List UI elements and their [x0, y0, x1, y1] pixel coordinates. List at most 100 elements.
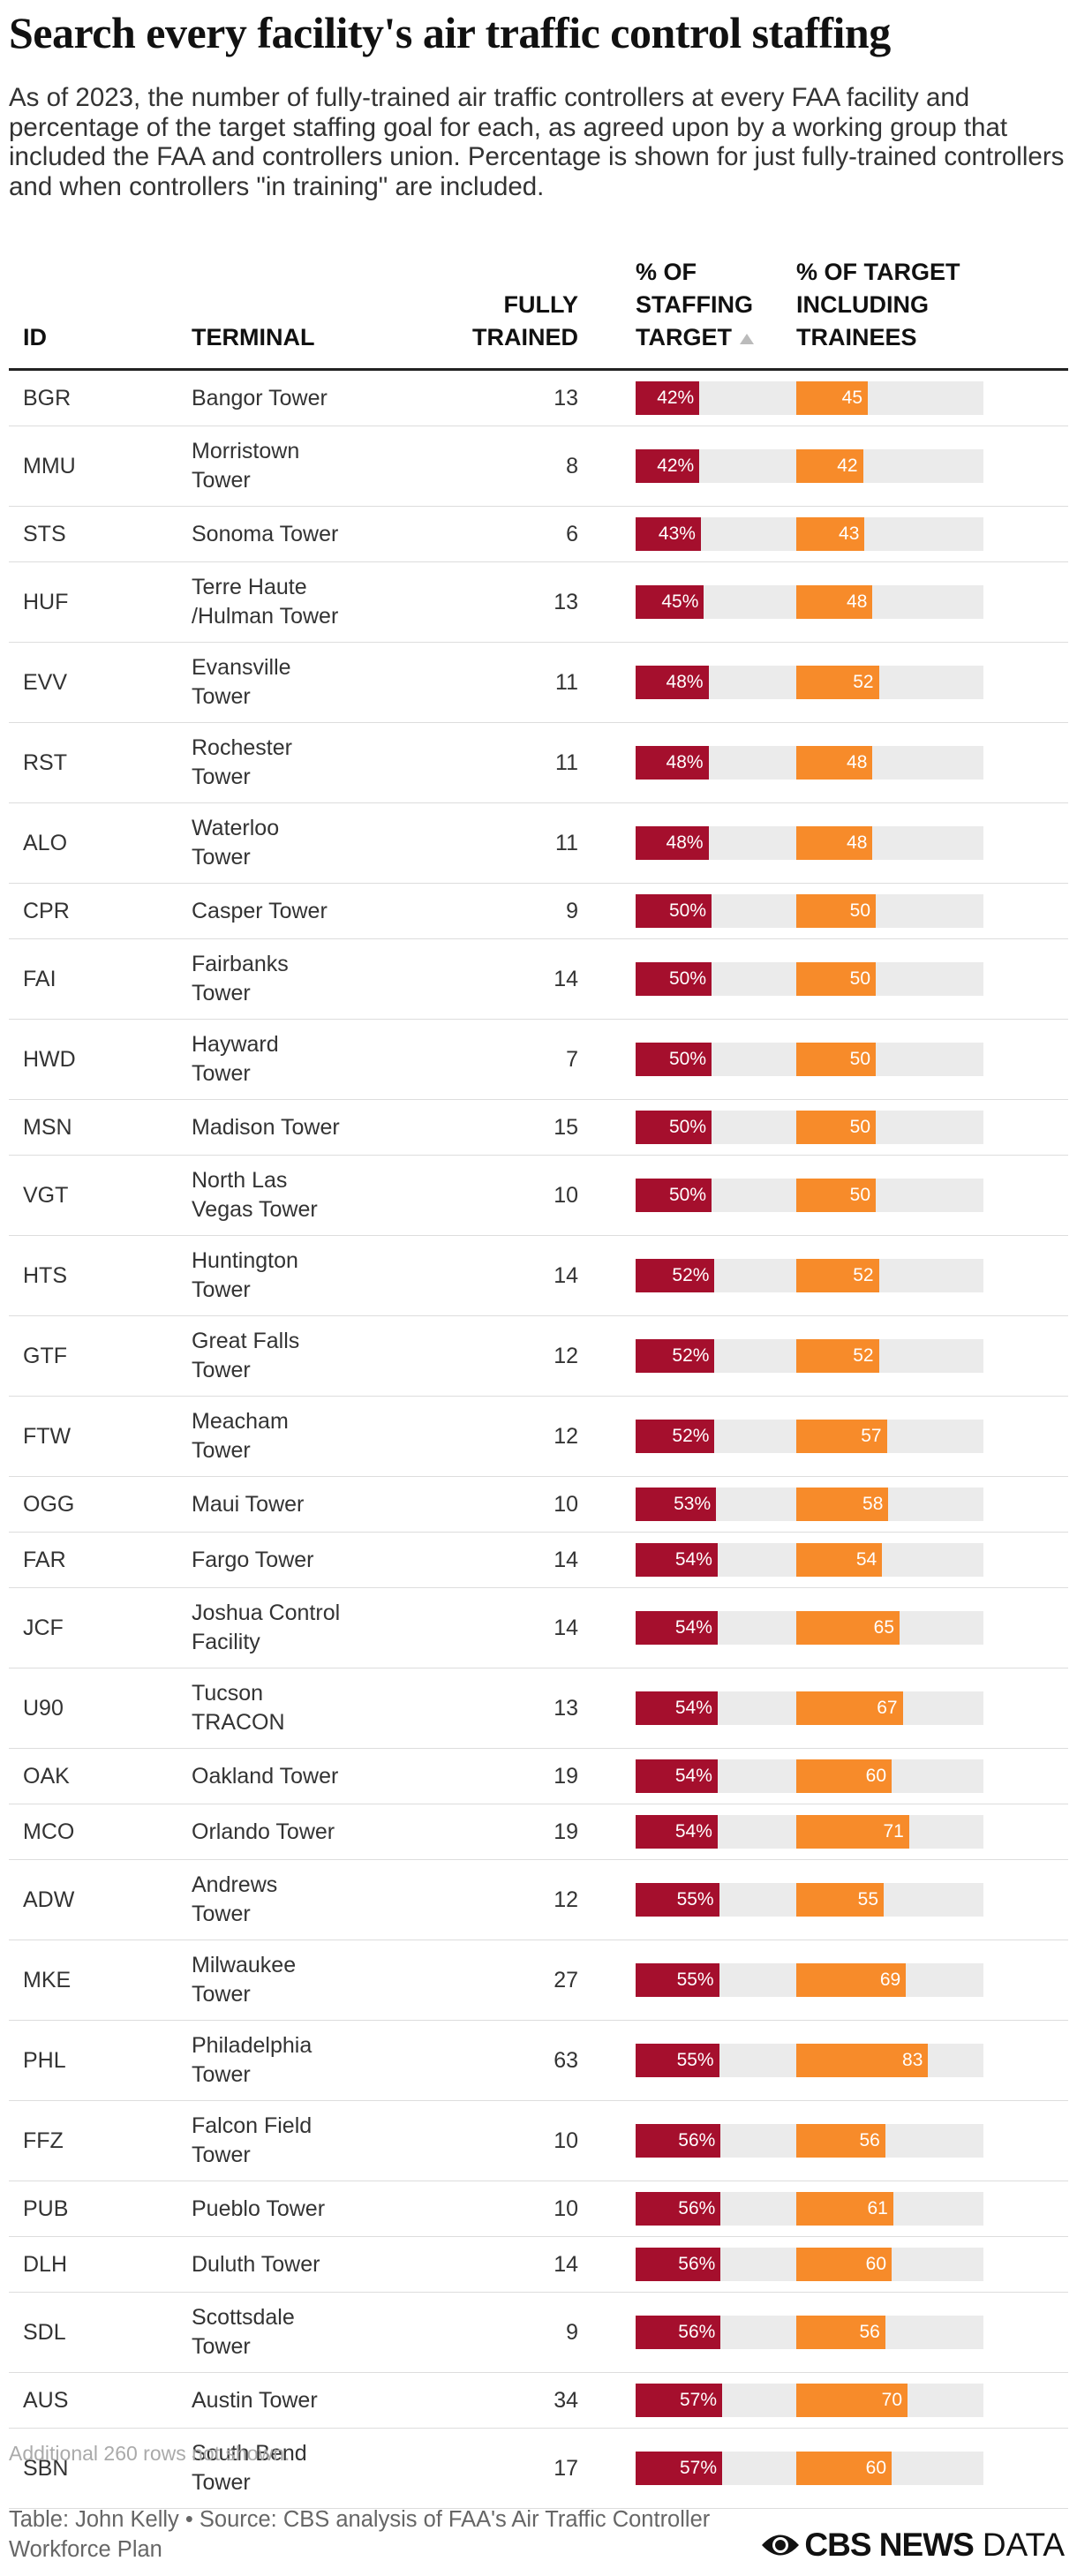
cell-pct-trainees: 69 [796, 1963, 1068, 1997]
column-header-text: % OF STAFFING TARGET [636, 259, 753, 350]
bar: 48% [636, 746, 709, 780]
bar-label: 71 [883, 1821, 904, 1842]
bar: 50% [636, 1043, 712, 1076]
bar-label: 52 [853, 672, 874, 692]
bar: 48 [796, 746, 873, 780]
bar-track: 61 [796, 2192, 983, 2226]
bar-label: 69 [879, 1970, 901, 1990]
column-header[interactable]: FULLY TRAINED [472, 291, 578, 350]
bar: 54% [636, 1691, 718, 1725]
bar: 56% [636, 2248, 721, 2281]
bar-label: 50% [668, 1185, 706, 1205]
bar-track: 50% [636, 1111, 798, 1144]
bar: 57% [636, 2452, 723, 2485]
bar-track: 42 [796, 449, 983, 483]
column-header-sorted[interactable]: % OF STAFFING TARGET [578, 256, 796, 354]
cell-fully-trained: 12 [554, 1343, 578, 1368]
table-row: AUS Austin Tower 34 57% 70 [9, 2373, 1068, 2429]
cell-id: PHL [23, 2047, 66, 2073]
bar-track: 67 [796, 1691, 983, 1725]
cell-terminal: Morristown Tower [192, 439, 300, 493]
table-row: PHL Philadelphia Tower 63 55% 83 [9, 2021, 1068, 2101]
bar-track: 48 [796, 585, 983, 619]
cell-pct-trainees: 48 [796, 585, 1068, 619]
cell-pct: 50% [578, 1179, 798, 1212]
bar: 42% [636, 449, 700, 483]
column-header[interactable]: TERMINAL [192, 324, 315, 350]
bar-label: 60 [865, 2254, 886, 2274]
bar-label: 50 [849, 1049, 870, 1069]
bar-track: 55 [796, 1883, 983, 1917]
table-row: U90 Tucson TRACON 13 54% 67 [9, 1668, 1068, 1749]
bar-track: 43 [796, 517, 983, 551]
source: Table: John Kelly • Source: CBS analysis… [9, 2507, 711, 2562]
table-row: FFZ Falcon Field Tower 10 56% 56 [9, 2101, 1068, 2181]
table-header[interactable]: ID TERMINAL FULLY TRAINED % OF STAFFING … [9, 238, 1068, 371]
cell-pct-trainees: 50 [796, 1179, 1068, 1212]
cell-terminal: Joshua Control Facility [192, 1601, 341, 1654]
column-header[interactable]: ID [23, 324, 47, 350]
cell-terminal: North Las Vegas Tower [192, 1168, 318, 1222]
cell-id: JCF [23, 1615, 64, 1640]
cell-id: GTF [23, 1343, 67, 1368]
cell-pct: 56% [578, 2192, 798, 2226]
bar: 45 [796, 381, 868, 415]
table-row: EVV Evansville Tower 11 48% 52 [9, 643, 1068, 723]
cell-fully-trained: 14 [554, 966, 578, 991]
bar: 42 [796, 449, 863, 483]
bar-label: 55% [676, 1970, 714, 1990]
cell-pct-trainees: 48 [796, 826, 1068, 860]
bar-label: 54% [674, 1617, 712, 1638]
table-row: FTW Meacham Tower 12 52% 57 [9, 1397, 1068, 1477]
bar-label: 48 [847, 591, 868, 612]
table: ID TERMINAL FULLY TRAINED % OF STAFFING … [9, 238, 1068, 2509]
bar: 55% [636, 1883, 719, 1917]
cell-fully-trained: 11 [555, 830, 578, 855]
cell-pct: 52% [578, 1339, 798, 1373]
bar: 50 [796, 962, 876, 996]
bar-track: 65 [796, 1611, 983, 1645]
cell-terminal: Evansville Tower [192, 655, 291, 709]
cell-terminal: Pueblo Tower [192, 2196, 326, 2221]
bar: 57 [796, 1420, 887, 1453]
cell-pct-trainees: 50 [796, 894, 1068, 928]
cell-pct-trainees: 61 [796, 2192, 1068, 2226]
column-header[interactable]: % OF TARGET INCLUDING TRAINEES [796, 259, 960, 350]
bar-track: 48% [636, 666, 798, 699]
cell-terminal: Philadelphia Tower [192, 2033, 313, 2087]
cell-terminal: Sonoma Tower [192, 521, 339, 546]
cell-id: FTW [23, 1423, 72, 1449]
bar-track: 57 [796, 1420, 983, 1453]
bar-label: 50 [849, 900, 870, 921]
bar: 56% [636, 2192, 721, 2226]
bar-label: 50 [849, 968, 870, 989]
bar-label: 48% [666, 832, 704, 853]
table-row: RST Rochester Tower 11 48% 48 [9, 723, 1068, 803]
cell-id: VGT [23, 1182, 69, 1208]
cell-terminal: Fargo Tower [192, 1547, 314, 1572]
bar-track: 53% [636, 1488, 798, 1521]
cell-terminal: Terre Haute /Hulman Tower [192, 575, 339, 629]
cell-terminal: Andrews Tower [192, 1872, 278, 1926]
cell-pct: 57% [578, 2452, 798, 2485]
bar-track: 56% [636, 2316, 798, 2349]
bar-track: 56% [636, 2248, 798, 2281]
bar: 52% [636, 1339, 715, 1373]
cell-fully-trained: 27 [554, 1967, 578, 1992]
cell-id: AUS [23, 2387, 69, 2413]
bar: 50% [636, 894, 712, 928]
cell-terminal: Tucson TRACON [192, 1681, 285, 1735]
cell-pct: 52% [578, 1420, 798, 1453]
bar-label: 50% [668, 968, 706, 989]
bar: 70 [796, 2384, 908, 2417]
cell-pct: 54% [578, 1759, 798, 1793]
cell-pct: 54% [578, 1691, 798, 1725]
cell-fully-trained: 6 [566, 521, 578, 546]
bar: 83 [796, 2044, 929, 2077]
bar-label: 55% [676, 1889, 714, 1909]
cell-pct: 50% [578, 1043, 798, 1076]
bar-label: 42 [837, 456, 858, 476]
bar: 48 [796, 826, 873, 860]
cell-pct-trainees: 50 [796, 962, 1068, 996]
bar-track: 50 [796, 1043, 983, 1076]
